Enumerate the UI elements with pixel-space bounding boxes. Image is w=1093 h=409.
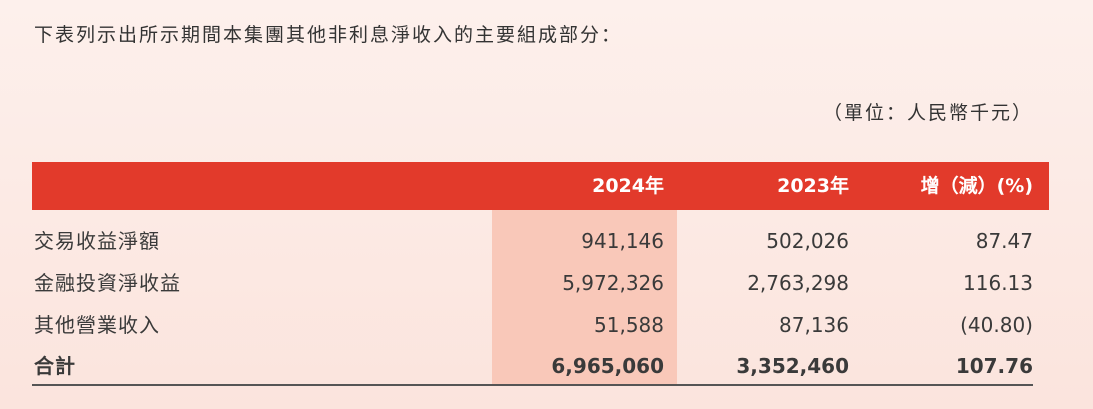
- total-2024: 6,965,060: [551, 354, 664, 378]
- value-2023: 87,136: [779, 313, 849, 337]
- row-label: 金融投資淨收益: [34, 271, 181, 295]
- value-change: (40.80): [960, 313, 1033, 337]
- header-change: 增（減）(%): [920, 175, 1033, 197]
- total-label: 合計: [34, 354, 76, 378]
- table-row: 交易收益淨額 941,146 502,026 87.47: [32, 220, 1049, 262]
- value-2023: 502,026: [766, 229, 849, 253]
- header-2023: 2023年: [777, 175, 849, 197]
- total-change: 107.76: [955, 354, 1033, 378]
- highlight-column-2024: [492, 210, 677, 385]
- value-2024: 51,588: [594, 313, 664, 337]
- unit-note: （單位：人民幣千元）: [822, 102, 1033, 124]
- value-change: 87.47: [975, 229, 1033, 253]
- value-change: 116.13: [963, 271, 1033, 295]
- value-2024: 5,972,326: [562, 271, 664, 295]
- header-2024: 2024年: [592, 175, 664, 197]
- row-label: 交易收益淨額: [34, 229, 160, 253]
- table-header: 2024年 2023年 增（減）(%): [32, 162, 1049, 210]
- total-underline: [32, 384, 1033, 386]
- value-2023: 2,763,298: [747, 271, 849, 295]
- value-2024: 941,146: [581, 229, 664, 253]
- table-row: 其他營業收入 51,588 87,136 (40.80): [32, 304, 1049, 346]
- row-label: 其他營業收入: [34, 313, 160, 337]
- total-row: 合計 6,965,060 3,352,460 107.76: [32, 346, 1049, 386]
- table-row: 金融投資淨收益 5,972,326 2,763,298 116.13: [32, 262, 1049, 304]
- income-table: 2024年 2023年 增（減）(%) 交易收益淨額 941,146 502,0…: [32, 162, 1049, 386]
- intro-text: 下表列示出所示期間本集團其他非利息淨收入的主要組成部分：: [34, 24, 623, 46]
- total-2023: 3,352,460: [736, 354, 849, 378]
